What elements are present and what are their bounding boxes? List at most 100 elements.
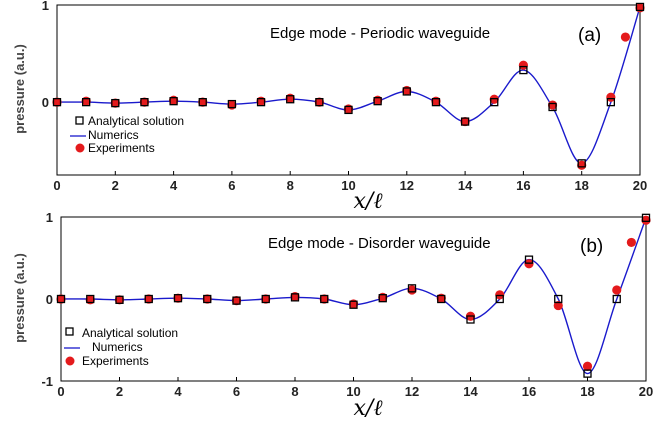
experiment-point <box>547 100 558 110</box>
analytical-point <box>635 2 645 12</box>
analytical-point <box>140 97 149 107</box>
analytical-point <box>173 294 183 303</box>
x-tick-label: 20 <box>639 384 653 399</box>
analytical-point <box>407 284 417 293</box>
experiment-point <box>606 92 616 102</box>
experiment-point <box>319 294 329 304</box>
legend-label-analytical-a: Analytical solution <box>88 114 184 128</box>
panel-b: pressure (a.u.) Edge mode - Disorder wav… <box>12 210 653 421</box>
x-tick-label: 0 <box>53 178 60 193</box>
experiment-point <box>460 116 470 127</box>
analytical-point <box>490 97 499 107</box>
experiment-point <box>314 97 324 107</box>
analytical-point <box>290 293 300 302</box>
legend-square-a <box>75 116 84 125</box>
x-tick-label: 14 <box>458 178 473 193</box>
analytical-point <box>583 369 592 378</box>
x-tick-label: 8 <box>287 178 294 193</box>
analytical-point <box>378 294 387 303</box>
x-tick-label: 18 <box>580 384 594 399</box>
x-axis-label-a: x/ℓ <box>354 189 384 214</box>
experiment-point <box>582 361 593 371</box>
analytical-point <box>431 97 441 107</box>
panel-a: pressure (a.u.) Edge mode - Periodic wav… <box>12 0 647 214</box>
analytical-point <box>524 255 534 264</box>
experiment-point <box>261 294 271 304</box>
experiment-point <box>144 294 154 304</box>
x-tick-label: 16 <box>516 178 530 193</box>
legend-dot-a <box>75 143 85 153</box>
y-tick-label: -1 <box>41 374 53 389</box>
x-tick-label: 4 <box>170 178 178 193</box>
legend-square-b <box>65 327 74 336</box>
analytical-point <box>320 294 329 304</box>
y-tick-label: 1 <box>42 0 49 13</box>
analytical-point <box>198 97 207 107</box>
analytical-point <box>227 99 237 109</box>
panel-title-a: Edge mode - Periodic waveguide <box>270 25 490 42</box>
analytical-point <box>261 294 270 304</box>
x-tick-label: 4 <box>174 384 182 399</box>
analytical-point <box>86 294 95 304</box>
panel-label-a: (a) <box>578 25 601 46</box>
experiment-point <box>553 300 563 311</box>
analytical-point <box>203 294 212 304</box>
analytical-point <box>286 95 295 104</box>
panel-title-b: Edge mode - Disorder waveguide <box>268 235 491 252</box>
experiment-point <box>612 285 622 295</box>
analytical-point <box>111 98 120 108</box>
analytical-point <box>373 97 382 106</box>
x-tick-label: 18 <box>574 178 588 193</box>
y-tick-label: 1 <box>46 210 53 225</box>
legend-label-numerics-b: Numerics <box>92 340 143 354</box>
analytical-point <box>612 294 621 304</box>
analytical-point <box>52 97 62 107</box>
x-tick-label: 10 <box>341 178 355 193</box>
analytical-point <box>315 97 324 107</box>
analytical-point <box>232 296 241 305</box>
y-tick-label: 0 <box>42 95 49 110</box>
experiment-point <box>52 97 62 107</box>
analytical-point <box>144 294 153 304</box>
y-axis-label-b: pressure (a.u.) <box>12 253 27 343</box>
legend-b: Analytical solution Numerics Experiments <box>64 326 178 368</box>
experiment-point <box>173 293 183 303</box>
experiment-point <box>620 32 631 42</box>
x-tick-label: 14 <box>463 384 478 399</box>
x-tick-label: 2 <box>112 178 119 193</box>
x-tick-label: 2 <box>116 384 123 399</box>
analytical-point <box>554 294 563 304</box>
analytical-point <box>169 97 178 106</box>
analytical-point <box>56 294 66 304</box>
legend-a: Analytical solution Numerics Experiments <box>70 114 184 155</box>
analytical-point <box>460 117 470 126</box>
legend-label-analytical-b: Analytical solution <box>82 326 178 340</box>
experiment-point <box>56 294 66 304</box>
analytical-point <box>344 105 353 115</box>
y-axis-label-a: pressure (a.u.) <box>12 44 27 134</box>
x-tick-label: 20 <box>633 178 647 193</box>
analytical-point <box>606 97 615 107</box>
experiment-point <box>139 97 150 107</box>
x-tick-label: 6 <box>228 178 235 193</box>
x-tick-label: 6 <box>233 384 240 399</box>
experiment-point <box>114 295 125 305</box>
experiment-point <box>641 215 651 225</box>
experiment-point <box>110 98 120 108</box>
panel-label-b: (b) <box>580 236 603 257</box>
analytical-point <box>115 295 124 304</box>
experiment-point <box>577 160 587 170</box>
x-tick-label: 12 <box>405 384 419 399</box>
experiment-point <box>518 60 529 70</box>
legend-label-experiments-b: Experiments <box>82 354 149 368</box>
x-axis-label-b: x/ℓ <box>354 396 384 421</box>
analytical-point <box>256 97 266 107</box>
legend-dot-b <box>65 356 75 366</box>
analytical-point <box>495 294 504 304</box>
x-tick-label: 10 <box>346 384 360 399</box>
legend-label-numerics-a: Numerics <box>88 128 139 142</box>
x-tick-label: 0 <box>57 384 64 399</box>
analytical-point <box>437 294 446 304</box>
legend-label-experiments-a: Experiments <box>88 141 155 155</box>
